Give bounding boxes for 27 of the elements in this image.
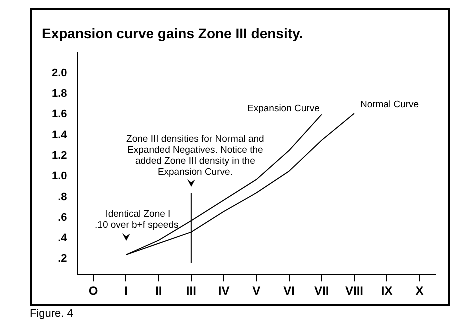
series-label: Normal Curve: [360, 100, 420, 111]
y-tick-label: 1.0: [52, 170, 68, 183]
series-label: Expansion Curve: [248, 104, 320, 115]
y-tick-label: .6: [58, 212, 68, 224]
x-tick-label: O: [88, 284, 98, 298]
x-tick-label: IV: [218, 284, 230, 298]
x-tick-label: V: [252, 284, 261, 298]
annotation: Zone III densities for Normal and Expanded Negatives. Notice the added Zone III density in the Expansion Curve.: [126, 134, 264, 178]
x-tick-label: VII: [314, 284, 330, 298]
x-tick-label: I: [124, 284, 128, 298]
y-tick-label: 1.2: [52, 150, 68, 162]
x-tick-label: X: [416, 284, 424, 298]
y-tick-label: .4: [58, 232, 68, 245]
x-tick-label: IX: [381, 284, 393, 298]
x-tick-label: VIII: [345, 284, 364, 298]
y-tick-label: 2.0: [52, 67, 68, 80]
y-tick-label: 1.6: [52, 108, 68, 121]
y-tick-label: 1.8: [52, 88, 68, 100]
x-tick-label: II: [155, 284, 162, 298]
y-tick-label: 1.4: [52, 129, 68, 142]
annotation: Identical Zone I .10 over b+f speeds.: [95, 209, 182, 231]
chart-title: Expansion curve gains Zone III density.: [42, 25, 304, 42]
y-tick-label: .2: [58, 253, 68, 266]
y-tick-label: .8: [58, 191, 68, 204]
text: Figure. 4: [30, 308, 74, 320]
x-tick-label: III: [186, 284, 196, 298]
x-tick-label: VI: [284, 284, 295, 298]
